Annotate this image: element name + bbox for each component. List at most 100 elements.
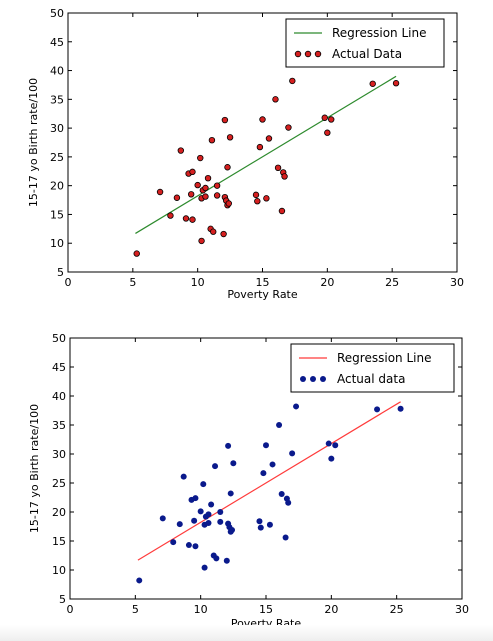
data-point bbox=[182, 215, 190, 222]
x-tick-label: 0 bbox=[67, 603, 74, 616]
data-point bbox=[285, 499, 292, 506]
data-point bbox=[170, 539, 177, 546]
data-point bbox=[202, 184, 209, 192]
data-point bbox=[192, 543, 199, 550]
data-point bbox=[282, 534, 289, 541]
y-axis-title: 15-17 yo Birth rate/100 bbox=[28, 404, 41, 533]
data-point bbox=[369, 80, 376, 87]
x-tick-label: 30 bbox=[455, 603, 469, 616]
data-point bbox=[213, 182, 221, 189]
y-tick-label: 30 bbox=[50, 122, 64, 135]
data-point bbox=[397, 405, 404, 412]
regression-line bbox=[135, 75, 397, 234]
data-point bbox=[192, 495, 199, 502]
data-point bbox=[321, 114, 328, 121]
data-point bbox=[213, 555, 220, 562]
data-point bbox=[374, 406, 381, 413]
y-tick-label: 40 bbox=[52, 390, 66, 403]
data-point bbox=[187, 191, 195, 198]
data-point bbox=[185, 542, 192, 549]
data-point bbox=[272, 96, 279, 103]
data-point bbox=[197, 154, 204, 162]
legend-label-points: Actual data bbox=[337, 372, 405, 386]
data-point bbox=[177, 147, 185, 154]
data-point bbox=[210, 228, 217, 235]
x-tick-label: 15 bbox=[259, 603, 273, 616]
y-tick-label: 20 bbox=[52, 506, 66, 519]
data-point bbox=[281, 173, 288, 180]
y-tick-label: 15 bbox=[50, 208, 64, 221]
legend-box bbox=[290, 343, 455, 393]
data-point bbox=[159, 515, 166, 522]
data-point bbox=[263, 195, 270, 202]
x-tick-label: 30 bbox=[450, 276, 464, 289]
data-point bbox=[191, 517, 198, 524]
x-tick-label: 15 bbox=[256, 276, 270, 289]
legend: Regression Line Actual Data bbox=[285, 18, 445, 68]
data-point bbox=[285, 124, 292, 131]
data-point bbox=[205, 511, 212, 518]
data-point bbox=[198, 237, 205, 245]
x-tick-label: 10 bbox=[191, 276, 205, 289]
legend-marker-swatch bbox=[294, 50, 302, 58]
page-bottom-edge bbox=[0, 625, 493, 641]
data-point bbox=[252, 191, 260, 199]
y-tick-label: 5 bbox=[57, 266, 64, 279]
data-point bbox=[225, 200, 232, 207]
data-point bbox=[205, 520, 212, 527]
data-point bbox=[269, 461, 276, 468]
y-tick-label: 50 bbox=[52, 332, 66, 345]
data-point bbox=[223, 557, 230, 564]
y-tick-label: 35 bbox=[52, 419, 66, 432]
x-tick-label: 25 bbox=[385, 276, 399, 289]
y-tick-label: 10 bbox=[50, 237, 64, 250]
data-point bbox=[392, 80, 400, 87]
y-tick-label: 15 bbox=[52, 535, 66, 548]
x-tick-label: 20 bbox=[320, 276, 334, 289]
y-tick-label: 45 bbox=[50, 36, 64, 49]
y-axis-title: 15-17 yo Birth rate/100 bbox=[27, 78, 40, 207]
y-tick-label: 10 bbox=[52, 564, 66, 577]
data-point bbox=[278, 207, 286, 215]
x-tick-label: 0 bbox=[65, 276, 72, 289]
y-tick-label: 30 bbox=[52, 448, 66, 461]
y-tick-label: 20 bbox=[50, 180, 64, 193]
legend: Regression Line Actual data bbox=[290, 343, 455, 393]
x-tick-label: 10 bbox=[194, 603, 208, 616]
data-point bbox=[208, 501, 215, 508]
data-point bbox=[133, 250, 140, 257]
data-point bbox=[202, 193, 209, 200]
data-point bbox=[180, 473, 187, 480]
data-point bbox=[289, 77, 296, 85]
data-point bbox=[201, 564, 208, 571]
data-point bbox=[289, 450, 296, 457]
x-tick-label: 20 bbox=[324, 603, 338, 616]
data-point bbox=[167, 212, 174, 219]
data-point bbox=[197, 508, 204, 515]
data-point bbox=[230, 460, 237, 467]
legend-marker-swatch bbox=[320, 376, 326, 382]
data-point bbox=[217, 518, 224, 525]
data-point bbox=[213, 192, 221, 199]
legend-marker-swatch bbox=[300, 376, 306, 382]
data-point bbox=[293, 403, 300, 410]
data-point bbox=[217, 509, 224, 515]
data-point bbox=[276, 422, 283, 428]
data-point bbox=[328, 116, 335, 123]
x-tick-label: 5 bbox=[129, 276, 136, 289]
y-tick-label: 45 bbox=[52, 361, 66, 374]
data-point bbox=[254, 198, 261, 205]
data-point bbox=[259, 116, 266, 123]
data-point bbox=[224, 164, 231, 171]
y-tick-label: 5 bbox=[59, 593, 66, 606]
data-point bbox=[225, 442, 232, 449]
x-axis-title: Poverty Rate bbox=[231, 617, 302, 625]
legend-label-line: Regression Line bbox=[332, 26, 426, 40]
x-axis-title: Poverty Rate bbox=[227, 288, 298, 301]
data-point bbox=[208, 136, 216, 144]
data-point bbox=[176, 521, 183, 528]
legend-box bbox=[285, 18, 445, 68]
legend-marker-swatch bbox=[304, 50, 312, 58]
